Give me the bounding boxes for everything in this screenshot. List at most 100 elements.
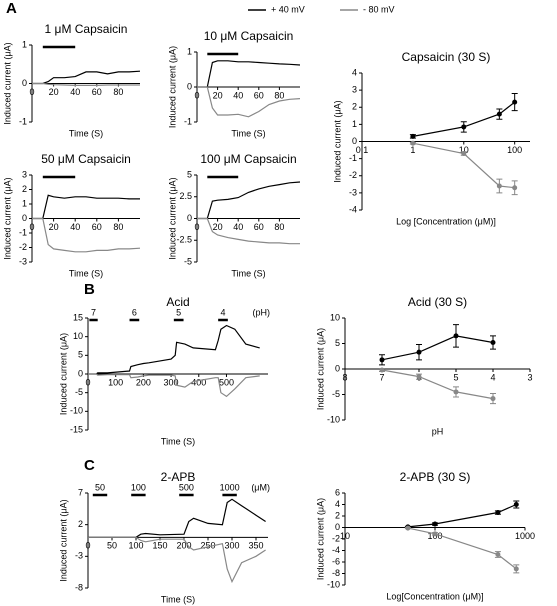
y-tick-label: 0: [187, 213, 192, 223]
x-axis-label: Time (S): [161, 594, 195, 604]
stimulus-label: 6: [132, 307, 137, 317]
trace: [32, 217, 141, 253]
x-tick-label: 100: [128, 541, 143, 551]
x-tick-label: 20: [49, 222, 59, 232]
data-point: [513, 502, 519, 507]
y-tick-label: 4: [335, 499, 340, 509]
x-tick-label: 80: [274, 90, 284, 100]
chart-title: 1 μM Capsaicin: [45, 22, 128, 36]
y-tick-label: -5: [184, 256, 192, 266]
x-tick-label: 0: [85, 377, 90, 387]
data-point: [495, 510, 501, 516]
x-tick-label: 40: [70, 222, 80, 232]
x-tick-label: 4: [490, 372, 495, 382]
y-tick-label: -10: [327, 579, 340, 589]
x-tick-label: 60: [254, 90, 264, 100]
data-point: [496, 183, 502, 189]
data-point: [496, 111, 502, 117]
x-tick-label: 0: [85, 541, 90, 551]
y-tick-label: 2: [22, 184, 27, 194]
x-axis-label: Time (S): [161, 436, 195, 446]
x-axis-label: pH: [432, 426, 444, 436]
y-tick-label: 0: [335, 363, 340, 373]
chart-title: Acid: [166, 295, 189, 309]
x-tick-label: 5: [453, 372, 458, 382]
x-tick-label: 40: [70, 87, 80, 97]
trace: [88, 498, 266, 538]
x-tick-label: 300: [224, 541, 239, 551]
chart-title: Acid (30 S): [408, 295, 467, 309]
unit-label: (pH): [253, 307, 271, 317]
y-tick-label: -4: [332, 545, 340, 555]
y-tick-label: -10: [70, 406, 83, 416]
y-tick-label: -1: [19, 227, 27, 237]
y-tick-label: 10: [330, 312, 340, 322]
data-point: [495, 552, 501, 558]
y-tick-label: 5: [335, 338, 340, 348]
y-axis-label: Induced current (μA): [332, 100, 342, 182]
y-axis-label: Induced current (μA): [315, 498, 325, 580]
x-tick-label: 200: [136, 377, 151, 387]
trace: [197, 86, 301, 118]
x-tick-label: 20: [213, 90, 223, 100]
x-tick-label: 40: [233, 90, 243, 100]
x-tick-label: 1: [410, 145, 415, 155]
x-tick-label: 80: [113, 222, 123, 232]
x-tick-label: 20: [49, 87, 59, 97]
y-tick-label: -8: [332, 568, 340, 578]
y-tick-label: -2: [349, 170, 357, 180]
x-tick-label: 40: [233, 222, 243, 232]
y-tick-label: 15: [73, 312, 83, 322]
trace: [381, 335, 494, 361]
y-tick-label: -3: [19, 256, 27, 266]
y-axis-label: Induced current (μA): [2, 42, 12, 124]
y-tick-label: -8: [75, 582, 83, 592]
x-tick-label: 50: [107, 541, 117, 551]
y-tick-label: -15: [70, 424, 83, 434]
panel-label: B: [84, 281, 95, 298]
y-axis-label: Induced current (μA): [58, 499, 68, 581]
y-axis-label: Induced current (μA): [167, 177, 177, 259]
chart-title: 2-APB (30 S): [400, 470, 471, 484]
trace: [381, 369, 494, 400]
stimulus-label: 4: [220, 307, 225, 317]
data-point: [379, 367, 385, 373]
x-tick-label: 0: [194, 222, 199, 232]
y-tick-label: -3: [75, 551, 83, 561]
trace: [407, 503, 517, 528]
chart-title: 2-APB: [161, 470, 196, 484]
y-tick-label: 0: [22, 78, 27, 88]
y-tick-label: 2: [78, 519, 83, 529]
y-tick-label: 5: [187, 169, 192, 179]
y-tick-label: 10: [73, 331, 83, 341]
y-tick-label: -6: [332, 556, 340, 566]
y-tick-label: -5: [75, 387, 83, 397]
y-tick-label: 1: [352, 119, 357, 129]
x-tick-label: 100: [108, 377, 123, 387]
legend-label: - 80 mV: [363, 4, 395, 14]
x-tick-label: 350: [248, 541, 263, 551]
y-tick-label: -1: [184, 116, 192, 126]
data-point: [461, 150, 467, 156]
x-tick-label: 60: [254, 222, 264, 232]
trace: [412, 142, 515, 189]
x-axis-label: Log [Concentration (μM)]: [396, 216, 496, 226]
x-tick-label: 10: [340, 531, 350, 541]
x-tick-label: 0: [194, 90, 199, 100]
data-point: [461, 124, 467, 130]
stimulus-label: 500: [179, 482, 194, 492]
y-tick-label: -1: [19, 116, 27, 126]
y-axis-label: Induced current (μA): [167, 46, 177, 128]
x-tick-label: 0: [29, 87, 34, 97]
chart-title: 100 μM Capsaicin: [200, 152, 296, 166]
y-tick-label: -2: [332, 533, 340, 543]
data-point: [416, 349, 422, 355]
x-tick-label: 10: [459, 145, 469, 155]
y-tick-label: 7: [78, 487, 83, 497]
trace: [412, 101, 516, 137]
trace: [32, 82, 140, 86]
data-point: [512, 99, 518, 105]
stimulus-label: 7: [91, 307, 96, 317]
y-axis-label: Induced current (μA): [2, 177, 12, 259]
trace: [197, 217, 300, 245]
